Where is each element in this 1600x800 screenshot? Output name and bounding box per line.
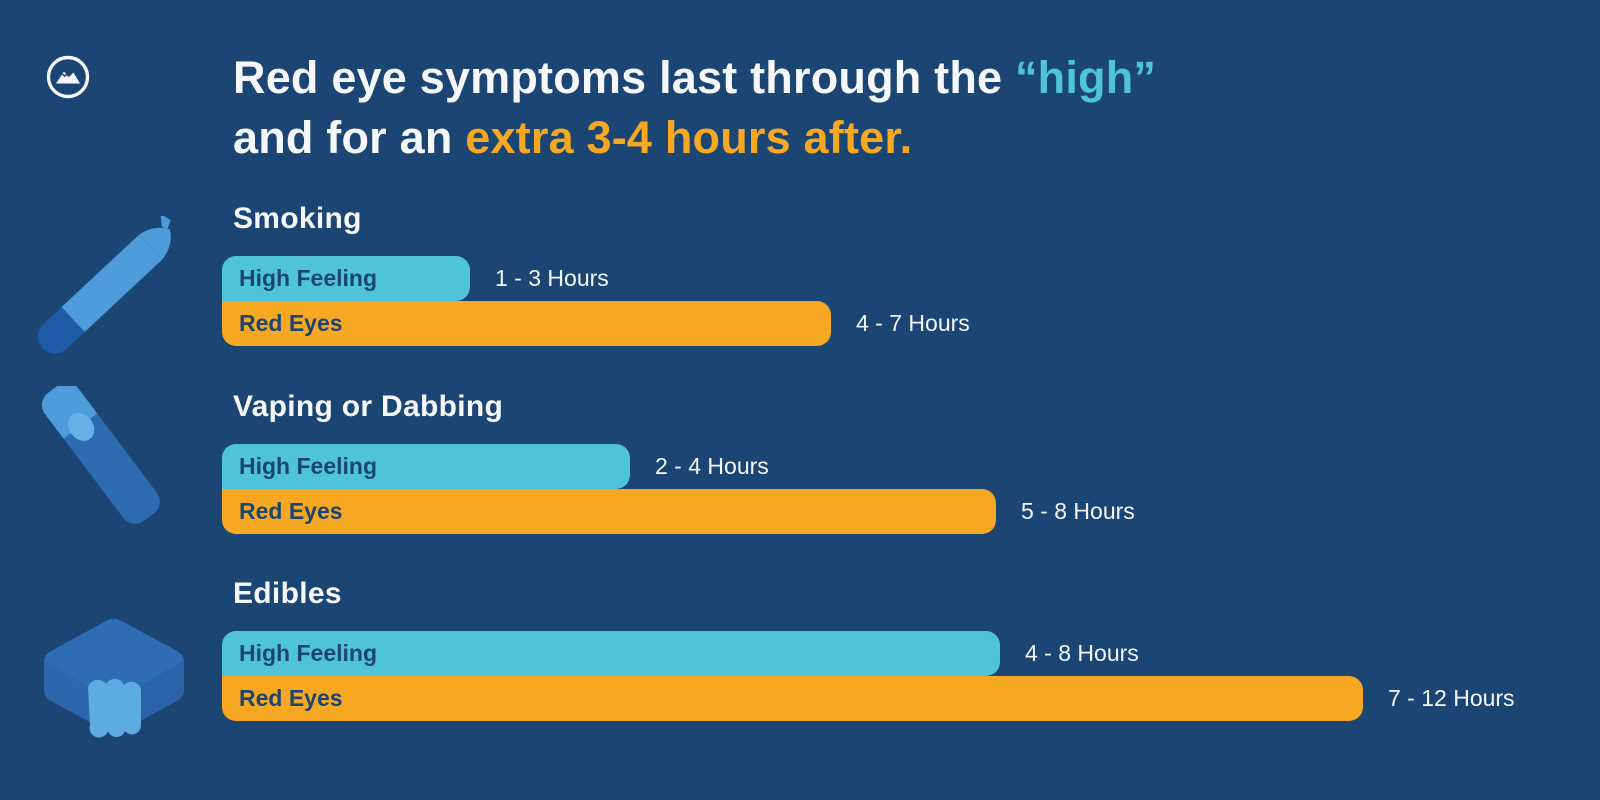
section-heading: Vaping or Dabbing bbox=[233, 390, 504, 423]
bar-label: High Feeling bbox=[239, 453, 377, 479]
bar-label: Red Eyes bbox=[239, 310, 343, 336]
bar-row-high-feeling: High Feeling 2 - 4 Hours bbox=[222, 444, 1560, 489]
bar-duration: 4 - 8 Hours bbox=[1025, 640, 1139, 666]
red-eyes-bar: Red Eyes bbox=[222, 489, 996, 534]
bar-label: High Feeling bbox=[239, 265, 377, 291]
red-eyes-bar: Red Eyes bbox=[222, 676, 1363, 721]
edible-icon bbox=[26, 590, 202, 767]
section-smoking: Smoking High Feeling 1 - 3 Hours Red Eye… bbox=[222, 200, 1560, 346]
high-feeling-bar: High Feeling bbox=[222, 444, 630, 489]
section-heading: Edibles bbox=[233, 577, 342, 610]
section-vaping-or-dabbing: Vaping or Dabbing High Feeling 2 - 4 Hou… bbox=[222, 388, 1560, 534]
title-line1-white: Red eye symptoms last through the bbox=[233, 52, 1015, 103]
bar-duration: 4 - 7 Hours bbox=[856, 310, 970, 336]
bar-row-red-eyes: Red Eyes 7 - 12 Hours bbox=[222, 676, 1560, 721]
bar-duration: 1 - 3 Hours bbox=[495, 265, 609, 291]
bar-duration: 7 - 12 Hours bbox=[1388, 685, 1515, 711]
title-line1-highlight: “high” bbox=[1014, 52, 1157, 103]
bar-row-high-feeling: High Feeling 1 - 3 Hours bbox=[222, 256, 1560, 301]
bar-row-high-feeling: High Feeling 4 - 8 Hours bbox=[222, 631, 1560, 676]
high-feeling-bar: High Feeling bbox=[222, 256, 470, 301]
title-line2-highlight: extra 3-4 hours after. bbox=[465, 112, 913, 163]
title-line2-white: and for an bbox=[233, 112, 466, 163]
red-eyes-bar: Red Eyes bbox=[222, 301, 831, 346]
bar-row-red-eyes: Red Eyes 4 - 7 Hours bbox=[222, 301, 1560, 346]
section-heading: Smoking bbox=[233, 202, 362, 235]
mountain-logo-icon bbox=[45, 54, 91, 100]
bar-label: High Feeling bbox=[239, 640, 377, 666]
section-edibles: Edibles High Feeling 4 - 8 Hours Red Eye… bbox=[222, 575, 1560, 721]
bar-row-red-eyes: Red Eyes 5 - 8 Hours bbox=[222, 489, 1560, 534]
high-feeling-bar: High Feeling bbox=[222, 631, 1000, 676]
bar-duration: 2 - 4 Hours bbox=[655, 453, 769, 479]
bar-duration: 5 - 8 Hours bbox=[1021, 498, 1135, 524]
joint-icon bbox=[30, 213, 188, 361]
vape-pen-icon bbox=[26, 382, 178, 565]
bar-label: Red Eyes bbox=[239, 498, 343, 524]
page-title: Red eye symptoms last through the “high”… bbox=[233, 48, 1473, 168]
bar-label: Red Eyes bbox=[239, 685, 343, 711]
